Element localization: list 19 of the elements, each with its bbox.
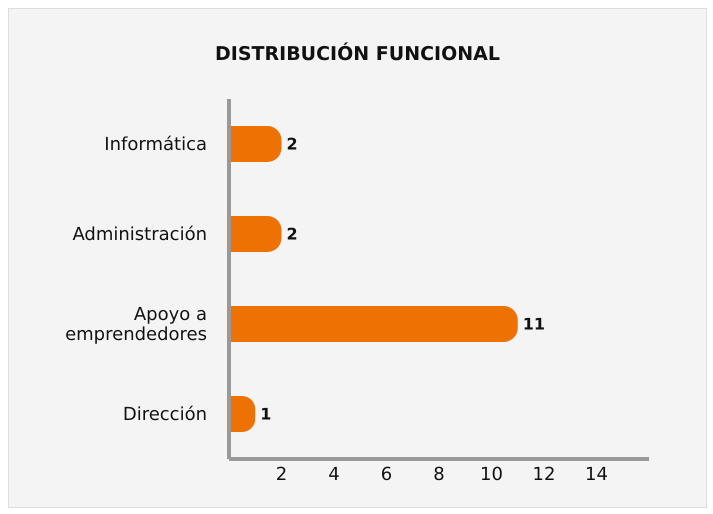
bar [229,216,282,252]
y-tick-label: Informática [104,134,207,154]
x-tick-label: 2 [276,464,288,485]
x-tick-label: 8 [433,464,445,485]
x-tick-label: 4 [328,464,340,485]
x-tick-label: 12 [532,464,556,485]
y-tick-label: Apoyo a emprendedores [65,304,207,344]
data-label: 1 [260,404,272,424]
data-label: 2 [286,224,298,244]
x-tick-label: 6 [380,464,392,485]
data-label: 11 [522,314,546,334]
bar [229,306,518,342]
x-tick-label: 10 [480,464,503,485]
bar [229,126,282,162]
x-tick-label: 14 [585,464,608,485]
y-tick-label: Administración [72,224,207,244]
data-label: 2 [286,134,298,154]
y-tick-label: Dirección [122,404,207,424]
chart-title: DISTRIBUCIÓN FUNCIONAL [214,43,501,65]
